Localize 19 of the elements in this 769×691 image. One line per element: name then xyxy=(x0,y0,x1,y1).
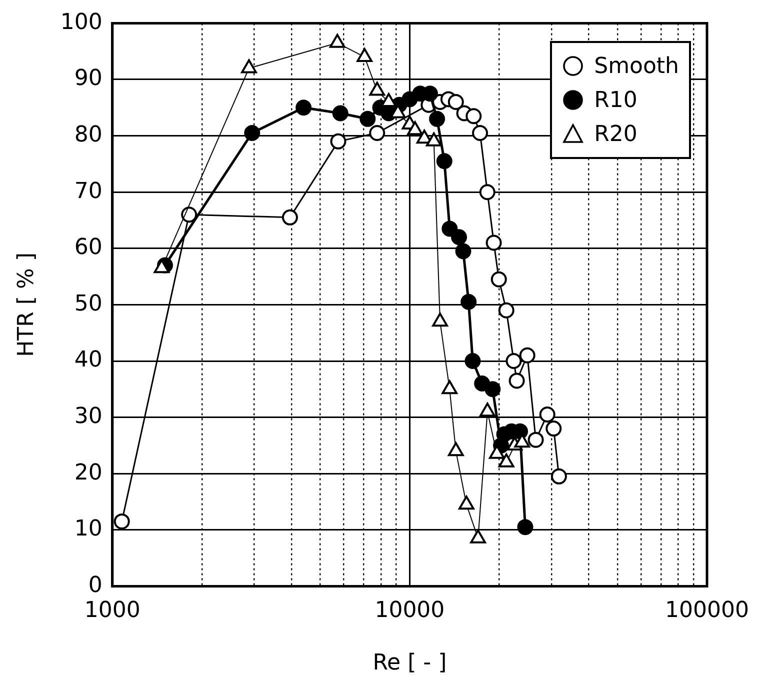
y-tick-label: 20 xyxy=(74,460,102,486)
x-tick-label: 1000 xyxy=(84,598,140,624)
y-axis-title: HTR [ % ] xyxy=(14,252,39,357)
y-tick-label: 90 xyxy=(74,66,102,92)
y-tick-label: 100 xyxy=(60,10,102,35)
x-tick-label: 10000 xyxy=(374,598,445,624)
y-tick-label: 50 xyxy=(74,291,102,316)
legend-label: R20 xyxy=(594,122,638,147)
y-tick-label: 0 xyxy=(88,572,102,598)
y-tick-label: 80 xyxy=(74,122,102,148)
x-tick-label: 100000 xyxy=(665,598,749,624)
y-tick-label: 40 xyxy=(74,348,102,373)
y-tick-label: 70 xyxy=(74,178,102,204)
legend-label: Smooth xyxy=(594,54,679,79)
legend-label: R10 xyxy=(594,88,638,113)
x-axis-title: Re [ - ] xyxy=(372,650,447,676)
y-tick-label: 60 xyxy=(74,235,102,260)
y-tick-label: 30 xyxy=(74,404,102,430)
y-tick-label: 10 xyxy=(74,516,102,542)
